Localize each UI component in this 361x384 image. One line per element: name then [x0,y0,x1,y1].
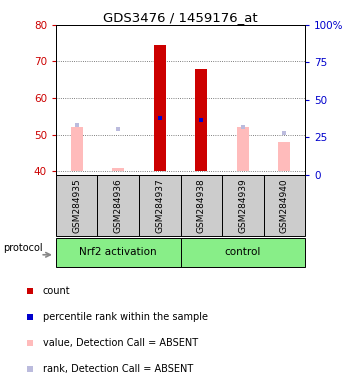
Text: GSM284939: GSM284939 [238,178,247,233]
Bar [278,142,290,171]
Bar [264,175,305,236]
Bar [112,168,124,171]
Bar [180,175,222,236]
Bar [154,45,166,171]
Bar [56,175,97,236]
Bar [56,238,180,267]
Text: rank, Detection Call = ABSENT: rank, Detection Call = ABSENT [43,364,193,374]
Text: protocol: protocol [3,243,43,253]
Text: value, Detection Call = ABSENT: value, Detection Call = ABSENT [43,338,198,348]
Text: GSM284938: GSM284938 [197,178,206,233]
Text: count: count [43,286,71,296]
Text: control: control [225,247,261,258]
Bar [139,175,180,236]
Bar [180,238,305,267]
Text: Nrf2 activation: Nrf2 activation [79,247,157,258]
Bar [222,175,264,236]
Bar [237,127,249,171]
Text: GSM284937: GSM284937 [155,178,164,233]
Text: percentile rank within the sample: percentile rank within the sample [43,312,208,322]
Bar [71,127,83,171]
Text: GDS3476 / 1459176_at: GDS3476 / 1459176_at [103,11,258,24]
Text: GSM284936: GSM284936 [114,178,123,233]
Bar [97,175,139,236]
Bar [195,69,207,171]
Text: GSM284935: GSM284935 [72,178,81,233]
Text: GSM284940: GSM284940 [280,178,289,233]
